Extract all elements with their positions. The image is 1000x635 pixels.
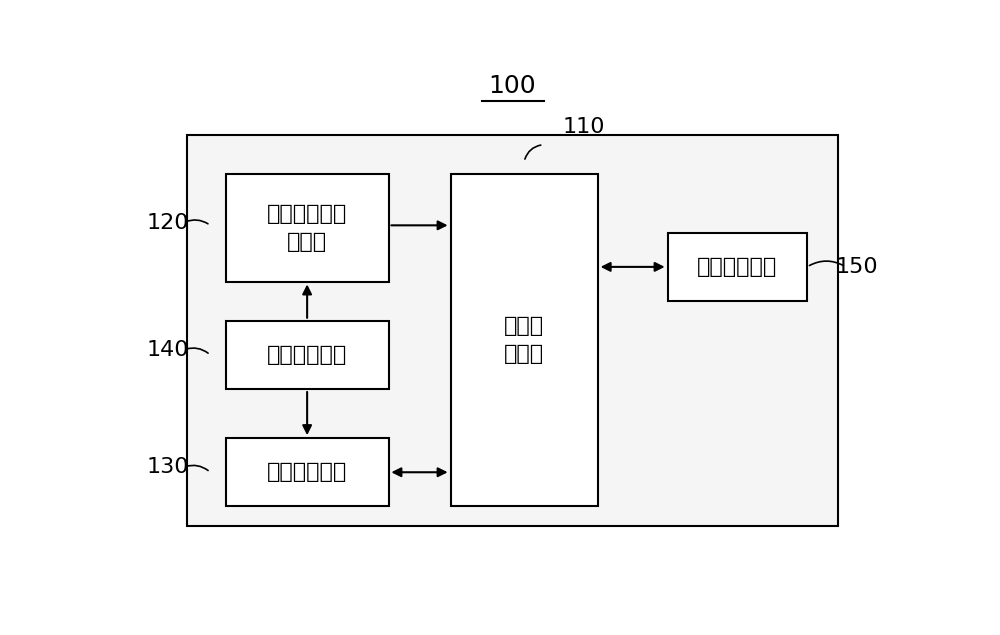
Text: 110: 110 [563,117,605,137]
Bar [450,174,598,507]
Bar [226,174,388,281]
Bar [668,232,807,301]
Bar [226,321,388,389]
Text: 120: 120 [146,213,189,233]
Text: 控制处
理单元: 控制处 理单元 [504,316,544,364]
Text: 阀控操作单元: 阀控操作单元 [267,462,347,482]
Text: 水表计量基表: 水表计量基表 [267,345,347,365]
Text: 150: 150 [836,257,879,277]
Bar [226,438,388,507]
Text: 130: 130 [146,457,189,478]
Text: 100: 100 [489,74,536,98]
Text: 射频传输单元: 射频传输单元 [697,257,777,277]
Text: 流量监测及计
算单元: 流量监测及计 算单元 [267,204,347,251]
Bar [187,135,838,526]
Text: 140: 140 [146,340,189,360]
